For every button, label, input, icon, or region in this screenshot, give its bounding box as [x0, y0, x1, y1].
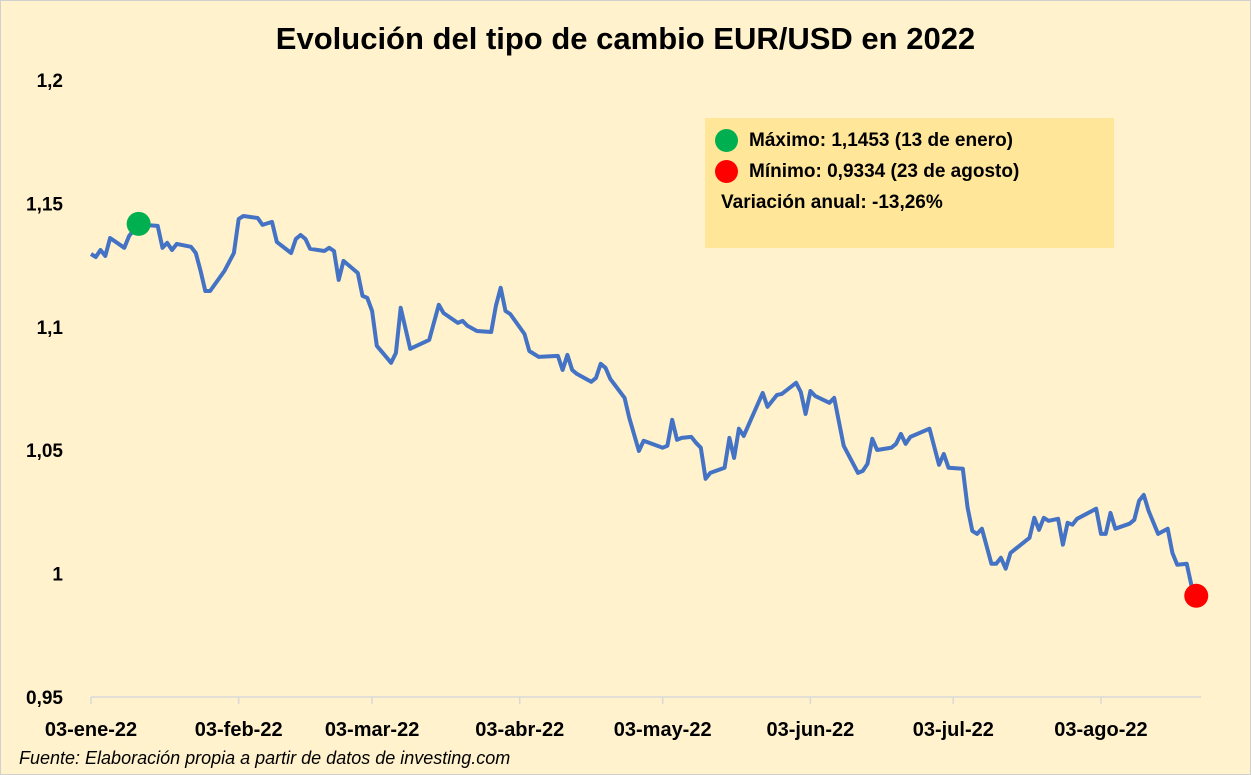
- chart-title: Evolución del tipo de cambio EUR/USD en …: [275, 21, 976, 56]
- info-max-text: Máximo: 1,1453 (13 de enero): [749, 129, 1013, 151]
- x-tick-label: 03-jun-22: [766, 719, 854, 741]
- red-dot-icon: [715, 160, 738, 183]
- x-axis: 03-ene-22 03-feb-22 03-mar-22 03-abr-22 03-m…: [45, 696, 1201, 741]
- x-tick-label: 03-ene-22: [45, 719, 137, 741]
- series-line: [89, 214, 1199, 597]
- x-tick-label: 03-jul-22: [913, 719, 994, 741]
- x-tick-label: 03-abr-22: [475, 719, 564, 741]
- info-min-text: Mínimo: 0,9334 (23 de agosto): [749, 160, 1020, 182]
- y-tick-label: 1,1: [37, 318, 64, 339]
- series-eur-usd: [89, 214, 1199, 597]
- x-tick-label: 03-mar-22: [325, 719, 420, 741]
- info-max-row: Máximo: 1,1453 (13 de enero): [715, 129, 1013, 152]
- y-tick-label: 1,2: [37, 71, 63, 92]
- info-min-row: Mínimo: 0,9334 (23 de agosto): [715, 160, 1019, 183]
- y-tick-label: 0,95: [26, 688, 63, 709]
- y-tick-label: 1: [52, 565, 63, 586]
- min-marker: [1184, 583, 1209, 608]
- x-tick-label: 03-feb-22: [195, 719, 283, 741]
- x-tick-label: 03-may-22: [614, 719, 712, 741]
- source-note: Fuente: Elaboración propia a partir de d…: [19, 748, 511, 768]
- y-tick-label: 1,05: [26, 441, 63, 462]
- markers: [126, 211, 1209, 608]
- y-tick-label: 1,15: [26, 194, 63, 215]
- x-tick-label: 03-ago-22: [1054, 719, 1147, 741]
- max-marker: [126, 211, 151, 236]
- info-variation-row: Variación anual: -13,26%: [721, 192, 943, 214]
- info-box: Máximo: 1,1453 (13 de enero) Mínimo: 0,9…: [705, 118, 1114, 248]
- y-axis: 1,2 1,15 1,1 1,05 1 0,95: [26, 71, 63, 709]
- green-dot-icon: [715, 129, 738, 152]
- info-variation-text: Variación anual: -13,26%: [721, 192, 943, 213]
